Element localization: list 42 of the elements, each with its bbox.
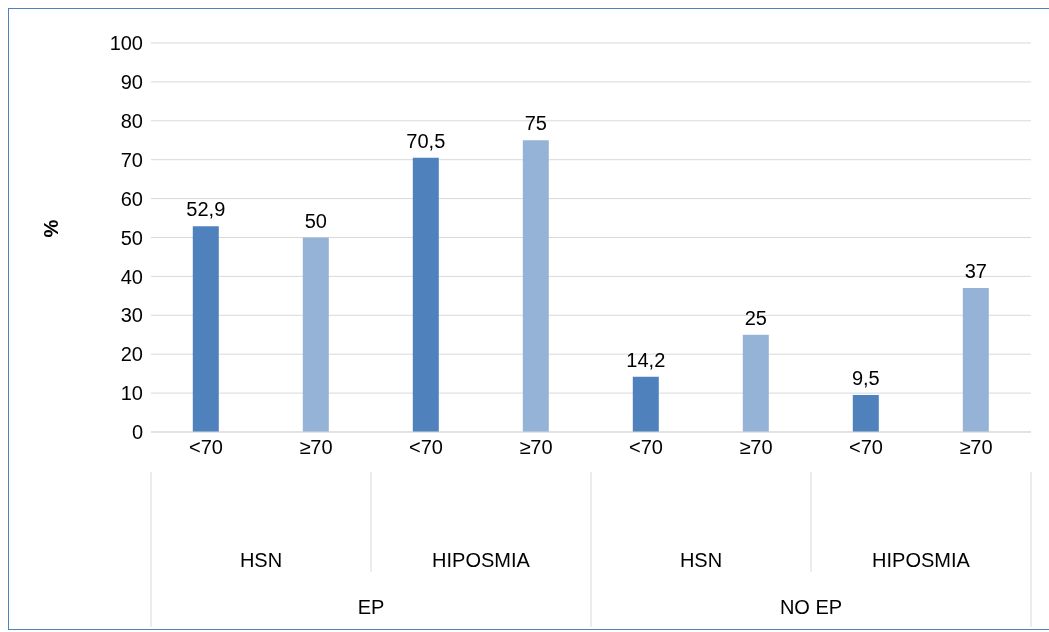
text: HSN — [679, 549, 723, 571]
bar — [632, 376, 659, 432]
x-tick-label: ≥70 — [739, 436, 773, 459]
y-tick-label: 10 — [120, 382, 143, 405]
y-tick-label: 50 — [120, 226, 143, 249]
bar — [962, 288, 989, 432]
bar — [192, 226, 219, 432]
bar — [302, 237, 329, 432]
text: HSN — [239, 549, 283, 571]
x-tick-label: <70 — [849, 436, 883, 459]
x-tick-label: <70 — [409, 436, 443, 459]
text: HIPOSMIA — [872, 549, 971, 571]
x-tick-label: <70 — [629, 436, 663, 459]
y-tick-label: 60 — [120, 187, 143, 210]
y-tick-label: 20 — [120, 343, 143, 366]
data-label: 25 — [744, 306, 767, 329]
data-label: 14,2 — [626, 348, 666, 371]
data-label: 9,5 — [851, 367, 880, 390]
y-tick-label: 30 — [120, 304, 143, 327]
x-tick-label: ≥70 — [519, 436, 553, 459]
y-tick-label: 100 — [109, 32, 143, 55]
x-tick-label: <70 — [189, 436, 223, 459]
bar — [852, 395, 879, 432]
text: EP — [357, 596, 385, 618]
y-tick-label: 90 — [120, 71, 143, 93]
x-tick-label: ≥70 — [959, 436, 993, 459]
y-tick-label: 80 — [120, 109, 143, 132]
data-label: 75 — [524, 112, 547, 135]
data-label: 70,5 — [406, 129, 446, 152]
y-axis-title: % — [40, 219, 63, 238]
text: NO EP — [779, 596, 843, 618]
data-label: 37 — [964, 260, 987, 283]
y-tick-label: 40 — [120, 265, 143, 288]
y-tick-label: 0 — [131, 421, 143, 444]
bar — [522, 140, 549, 432]
x-tick-label: ≥70 — [299, 436, 333, 459]
y-tick-label: 70 — [120, 148, 143, 171]
bar — [412, 157, 439, 432]
bar — [742, 334, 769, 432]
text: HIPOSMIA — [432, 549, 531, 571]
data-label: 52,9 — [186, 198, 226, 221]
data-label: 50 — [304, 209, 327, 232]
